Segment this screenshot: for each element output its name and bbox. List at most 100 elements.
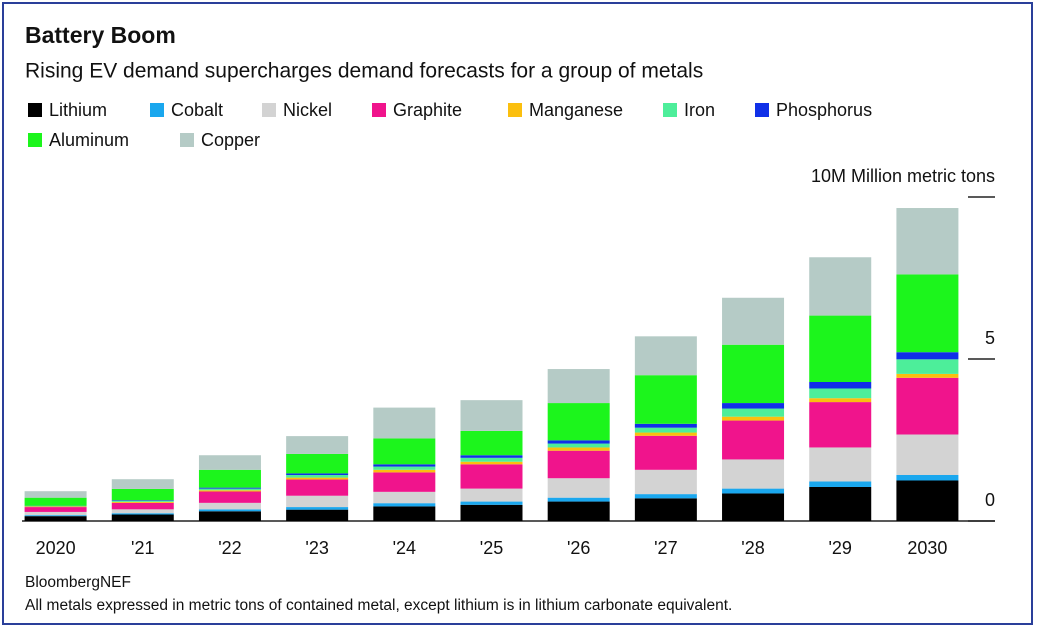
y-tick-label: 10M Million metric tons <box>811 166 995 186</box>
bar-segment <box>634 494 697 499</box>
bar-segment <box>722 416 785 421</box>
legend-label: Copper <box>201 130 260 150</box>
bar-segment <box>198 488 261 491</box>
legend-label: Nickel <box>283 100 332 120</box>
bar-segment <box>460 504 523 521</box>
legend-swatch <box>28 103 42 117</box>
bar-segment <box>809 382 872 389</box>
bar-segment <box>373 464 436 467</box>
bar-segment <box>24 506 87 508</box>
bar-segment <box>111 488 174 501</box>
x-tick-label: '25 <box>480 538 503 558</box>
bar-segment <box>111 514 174 521</box>
bar-segment <box>460 464 523 489</box>
bar-segment <box>286 507 349 510</box>
bar-segment <box>809 388 872 399</box>
x-tick-label: '28 <box>741 538 764 558</box>
bar-segment <box>722 459 785 489</box>
legend-label: Iron <box>684 100 715 120</box>
chart-subtitle: Rising EV demand supercharges demand for… <box>25 60 703 83</box>
bar-segment <box>198 469 261 488</box>
bar-segment <box>286 453 349 474</box>
bar-segment <box>896 377 959 435</box>
bar-segment <box>547 447 610 451</box>
legend-swatch <box>755 103 769 117</box>
bar-segment <box>547 497 610 502</box>
bar-segment <box>460 457 523 462</box>
bar-segment <box>809 486 872 521</box>
source: BloombergNEF <box>25 574 131 591</box>
x-tick-label: '26 <box>567 538 590 558</box>
bar-segment <box>24 491 87 498</box>
x-tick-label: '22 <box>218 538 241 558</box>
legend-label: Lithium <box>49 100 107 120</box>
bar-segment <box>722 420 785 460</box>
bar-segment <box>809 402 872 448</box>
x-tick-label: '27 <box>654 538 677 558</box>
bar-segment <box>896 274 959 353</box>
bar-segment <box>634 435 697 470</box>
x-tick-label: '23 <box>305 538 328 558</box>
bar-segment <box>547 440 610 444</box>
bar-segment <box>722 344 785 404</box>
chart-title: Battery Boom <box>25 22 176 48</box>
bar-segment <box>896 359 959 374</box>
note: All metals expressed in metric tons of c… <box>25 597 732 614</box>
bar-segment <box>373 466 436 470</box>
legend-swatch <box>372 103 386 117</box>
bar-segment <box>286 477 349 480</box>
legend-swatch <box>150 103 164 117</box>
bar-segment <box>547 443 610 448</box>
x-tick-label: '29 <box>828 538 851 558</box>
bar-segment <box>111 513 174 515</box>
bar-segment <box>373 472 436 492</box>
legend-swatch <box>28 133 42 147</box>
bar-segment <box>896 480 959 521</box>
bar-segment <box>547 369 610 404</box>
legend-swatch <box>180 133 194 147</box>
bar-segment <box>373 503 436 507</box>
bar-segment <box>896 474 959 481</box>
bar-segment <box>460 461 523 465</box>
bar-segment <box>286 495 349 508</box>
bar-segment <box>809 257 872 316</box>
bar-segment <box>286 509 349 521</box>
bar-segment <box>373 506 436 521</box>
x-tick-label: 2020 <box>36 538 76 558</box>
bar-segment <box>460 430 523 456</box>
bar-segment <box>198 490 261 492</box>
bar-segment <box>111 501 174 503</box>
bar-segment <box>460 400 523 431</box>
bar-segment <box>24 511 87 516</box>
legend-swatch <box>262 103 276 117</box>
bar-segment <box>809 398 872 403</box>
bar-segment <box>24 507 87 512</box>
bar-segment <box>198 455 261 470</box>
legend-label: Graphite <box>393 100 462 120</box>
x-tick-label: 2030 <box>907 538 947 558</box>
bar-segment <box>286 436 349 454</box>
bar-segment <box>722 488 785 494</box>
bar-segment <box>111 500 174 502</box>
legend-label: Phosphorus <box>776 100 872 120</box>
bar-segment <box>634 336 697 376</box>
bar-segment <box>24 516 87 521</box>
bar-segment <box>198 487 261 489</box>
bar-segment <box>286 473 349 475</box>
bar-segment <box>460 501 523 505</box>
bar-segment <box>111 509 174 514</box>
x-tick-label: '24 <box>393 538 416 558</box>
bar-segment <box>722 297 785 345</box>
bar-segment <box>111 502 174 510</box>
bar-segment <box>198 491 261 503</box>
bar-segment <box>896 373 959 378</box>
bar-segment <box>547 403 610 441</box>
legend-swatch <box>663 103 677 117</box>
bar-segment <box>460 488 523 502</box>
bar-segment <box>809 447 872 482</box>
bar-segment <box>547 501 610 521</box>
bar-segment <box>634 375 697 424</box>
bar-segment <box>722 493 785 521</box>
